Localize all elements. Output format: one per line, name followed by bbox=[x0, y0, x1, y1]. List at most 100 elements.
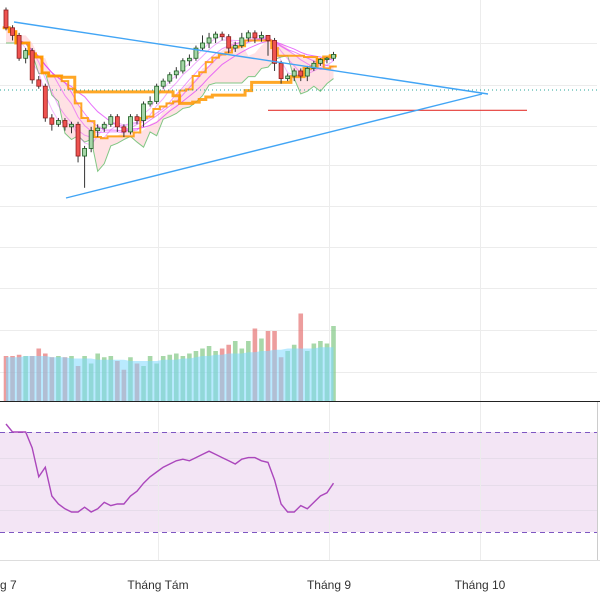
candle-body-up bbox=[154, 85, 160, 102]
candle bbox=[82, 145, 87, 188]
upper-trendline[interactable] bbox=[13, 21, 489, 95]
candle bbox=[16, 32, 22, 61]
candle bbox=[317, 58, 323, 66]
candle bbox=[193, 45, 199, 61]
candle-body-down bbox=[42, 85, 48, 119]
candle bbox=[147, 96, 153, 107]
candle-body-up bbox=[324, 57, 330, 60]
candle bbox=[167, 72, 173, 84]
candle-body-down bbox=[3, 9, 9, 29]
candle-body-down bbox=[121, 126, 127, 133]
grid bbox=[0, 0, 597, 560]
candle-body-down bbox=[114, 116, 120, 128]
time-axis: g 7 Tháng Tám Tháng 9 Tháng 10 bbox=[0, 578, 506, 592]
candle bbox=[101, 121, 107, 132]
triangle-trendlines[interactable] bbox=[13, 21, 489, 199]
candle-body-up bbox=[160, 80, 166, 87]
kijun-line bbox=[2, 26, 337, 105]
candle-body-up bbox=[101, 123, 107, 129]
candle-body-up bbox=[259, 35, 264, 39]
candle bbox=[259, 31, 264, 42]
candle-body-down bbox=[272, 40, 277, 64]
candle-body-up bbox=[95, 127, 101, 132]
candle bbox=[49, 114, 55, 131]
candle bbox=[252, 30, 258, 44]
price-levels bbox=[0, 89, 600, 111]
candle-body-up bbox=[206, 37, 212, 44]
candle-body-up bbox=[304, 68, 310, 77]
oscillator-band bbox=[0, 432, 597, 532]
candle-body-up bbox=[141, 103, 146, 121]
candle-body-up bbox=[147, 101, 153, 105]
candle bbox=[278, 60, 284, 84]
candle-body-down bbox=[49, 117, 55, 125]
candle bbox=[272, 37, 277, 71]
candle bbox=[29, 48, 35, 84]
x-tick-september: Tháng 9 bbox=[307, 578, 351, 592]
candle bbox=[206, 32, 212, 49]
moving-average-line bbox=[5, 27, 334, 130]
candle bbox=[42, 83, 48, 122]
lower-trendline[interactable] bbox=[65, 93, 483, 199]
candle bbox=[69, 121, 74, 134]
candle-body-down bbox=[10, 27, 15, 36]
candle bbox=[304, 65, 310, 82]
candle-body-down bbox=[265, 35, 271, 41]
candle-body-up bbox=[88, 130, 94, 149]
cloud-lower-edge bbox=[6, 42, 334, 173]
candle bbox=[75, 121, 81, 163]
candle bbox=[324, 56, 330, 64]
candle-body-up bbox=[193, 47, 199, 59]
candle-body-down bbox=[16, 35, 22, 59]
candle bbox=[121, 124, 127, 137]
candle bbox=[141, 101, 146, 127]
ichimoku-cloud bbox=[6, 27, 334, 173]
candle-body-up bbox=[173, 70, 179, 76]
candle bbox=[95, 124, 101, 137]
candle bbox=[285, 73, 291, 82]
candle-body-up bbox=[245, 32, 251, 39]
candle-body-up bbox=[23, 50, 29, 59]
candle bbox=[186, 54, 192, 66]
moving-average-line bbox=[5, 27, 334, 139]
candle-body-up bbox=[167, 74, 173, 82]
moving-average-line bbox=[5, 27, 334, 134]
candle-body-down bbox=[219, 33, 225, 38]
candle bbox=[298, 68, 304, 82]
candle bbox=[88, 126, 94, 153]
candle bbox=[213, 31, 219, 44]
candle-body-up bbox=[128, 116, 133, 133]
candle bbox=[331, 51, 336, 61]
candle bbox=[62, 117, 68, 131]
candle bbox=[311, 60, 317, 71]
cloud-area bbox=[6, 27, 334, 172]
candle bbox=[154, 83, 160, 104]
candle-body-up bbox=[285, 75, 291, 79]
candle-body-up bbox=[56, 120, 61, 125]
candle bbox=[10, 25, 15, 41]
oscillator-line bbox=[5, 423, 335, 513]
candle-body-up bbox=[291, 70, 297, 77]
candle-body-down bbox=[29, 50, 35, 81]
candle-body-up bbox=[180, 60, 186, 72]
candle bbox=[23, 48, 29, 64]
candle-body-up bbox=[200, 42, 205, 49]
candle bbox=[219, 31, 225, 41]
candle bbox=[245, 30, 251, 42]
candle-body-up bbox=[331, 54, 336, 59]
candle-body-down bbox=[36, 79, 42, 87]
candle bbox=[160, 78, 166, 89]
candle bbox=[200, 35, 205, 51]
volume-bars bbox=[3, 313, 336, 401]
x-tick-july: g 7 bbox=[0, 578, 17, 592]
candle-body-up bbox=[317, 59, 323, 64]
candle bbox=[239, 32, 245, 49]
candle bbox=[56, 117, 61, 127]
candle-body-up bbox=[69, 123, 74, 128]
candle-body-down bbox=[226, 36, 232, 49]
x-tick-october: Tháng 10 bbox=[455, 578, 506, 592]
candle bbox=[134, 114, 140, 125]
candle-body-up bbox=[311, 62, 317, 69]
